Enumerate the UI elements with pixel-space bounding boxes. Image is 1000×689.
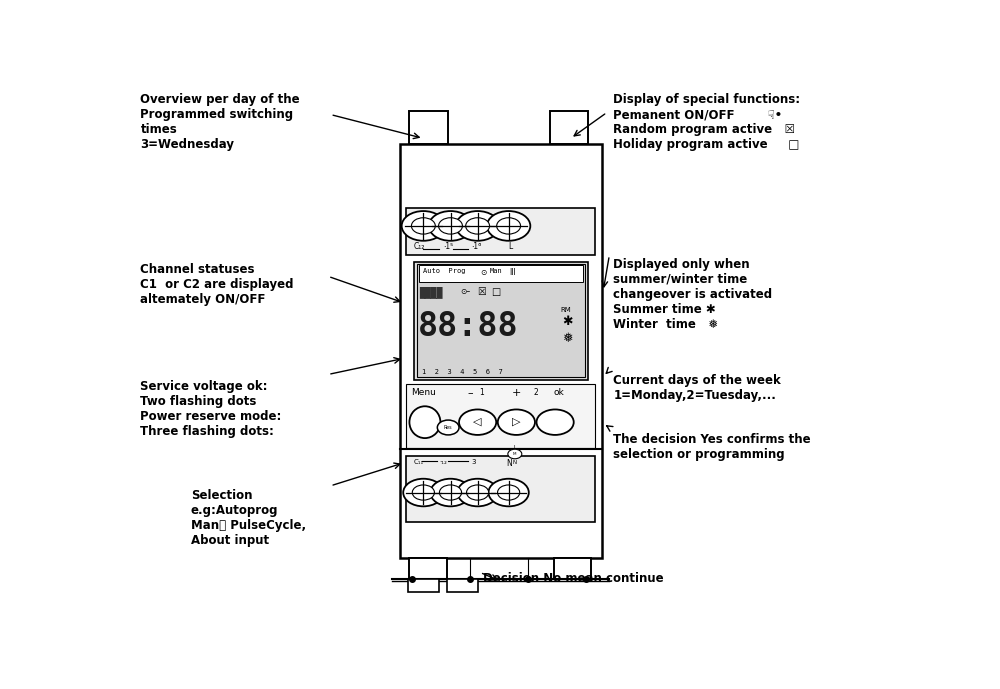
Circle shape (498, 409, 535, 435)
Circle shape (429, 211, 472, 240)
Text: □: □ (492, 287, 501, 296)
Circle shape (508, 449, 522, 459)
Circle shape (487, 211, 530, 240)
Circle shape (497, 218, 521, 234)
Text: The decision Yes confirms the
selection or programming: The decision Yes confirms the selection … (613, 433, 811, 461)
Bar (419, 265, 583, 282)
Text: ▷: ▷ (512, 417, 521, 426)
Text: L: L (513, 445, 516, 450)
Text: C₁₂: C₁₂ (414, 242, 425, 251)
Bar (417, 264, 585, 378)
Text: Display of special functions:
Pemanent ON/OFF        ☟•
Random program active   : Display of special functions: Pemanent O… (613, 93, 800, 152)
Text: Selection
e.g:Autoprog
Man， PulseCycle,
About input: Selection e.g:Autoprog Man， PulseCycle, … (191, 489, 306, 546)
Circle shape (402, 211, 445, 240)
Bar (406, 384, 595, 448)
Text: Auto  Prog: Auto Prog (423, 268, 466, 274)
Bar (409, 111, 448, 144)
Text: 1  2  3  4  5  6  7: 1 2 3 4 5 6 7 (422, 369, 503, 376)
Text: Man: Man (490, 268, 503, 274)
Text: ☒: ☒ (478, 287, 486, 296)
Bar (406, 456, 595, 522)
Circle shape (488, 479, 529, 506)
Bar (400, 144, 602, 557)
Text: 3: 3 (471, 459, 476, 465)
Text: Channel statuses
C1  or C2 are displayed
altemately ON/OFF: Channel statuses C1 or C2 are displayed … (140, 263, 294, 306)
Circle shape (439, 218, 462, 234)
Text: ✱: ✱ (562, 315, 573, 328)
Text: Decision No mean continue: Decision No mean continue (483, 573, 664, 586)
Circle shape (498, 485, 520, 500)
Text: Service voltage ok:
Two flashing dots
Power reserve mode:
Three flashing dots:: Service voltage ok: Two flashing dots Po… (140, 380, 282, 438)
Text: N: N (513, 460, 517, 465)
Circle shape (411, 218, 435, 234)
Text: Res: Res (444, 425, 452, 430)
Text: 2: 2 (533, 388, 538, 397)
Bar (414, 262, 588, 380)
Text: M: M (513, 452, 517, 456)
Text: 88:88: 88:88 (418, 310, 519, 343)
Bar (408, 579, 439, 592)
Text: ⋅1⁶: ⋅1⁶ (471, 242, 482, 251)
Text: ӀӀӀ: ӀӀӀ (509, 268, 516, 277)
Circle shape (430, 479, 471, 506)
Circle shape (437, 420, 459, 435)
Bar (406, 208, 595, 256)
Text: –: – (467, 388, 473, 398)
Bar (409, 557, 447, 579)
Text: ⋅₁₂: ⋅₁₂ (439, 459, 447, 465)
Text: Displayed only when
summer/winter time
changeover is activated
Summer time ✱
Win: Displayed only when summer/winter time c… (613, 258, 772, 331)
Text: Menu: Menu (411, 388, 436, 397)
Circle shape (439, 485, 462, 500)
Circle shape (403, 479, 444, 506)
Circle shape (412, 485, 434, 500)
Circle shape (457, 479, 498, 506)
Circle shape (537, 409, 574, 435)
Text: 1: 1 (479, 388, 484, 397)
Bar (550, 111, 588, 144)
Text: RM: RM (561, 307, 571, 313)
Circle shape (466, 218, 490, 234)
Circle shape (456, 211, 499, 240)
Text: L: L (509, 242, 513, 251)
Text: Current days of the week
1=Monday,2=Tuesday,...: Current days of the week 1=Monday,2=Tues… (613, 375, 781, 402)
Text: N: N (506, 459, 512, 468)
Text: ok: ok (554, 388, 564, 397)
Text: ◁: ◁ (473, 417, 482, 426)
Text: +: + (512, 388, 521, 398)
Circle shape (467, 485, 489, 500)
Circle shape (459, 409, 496, 435)
Text: ⊙–: ⊙– (461, 287, 471, 296)
Text: C₁₁: C₁₁ (413, 459, 424, 465)
Bar (447, 579, 478, 592)
Text: ⊙: ⊙ (480, 268, 486, 277)
Bar (554, 557, 591, 579)
Text: ████: ████ (420, 287, 443, 298)
Text: Overview per day of the
Programmed switching
times
3=Wednesday: Overview per day of the Programmed switc… (140, 93, 300, 152)
Text: ❅: ❅ (562, 331, 573, 344)
Ellipse shape (409, 407, 440, 438)
Text: ⋅1⁵: ⋅1⁵ (443, 242, 453, 251)
